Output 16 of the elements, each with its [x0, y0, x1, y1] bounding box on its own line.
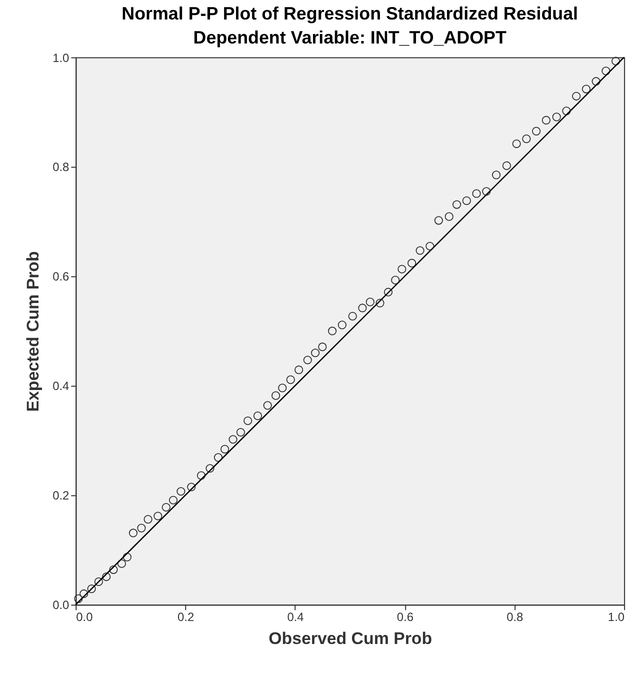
chart-title: Normal P-P Plot of Regression Standardized Residual — [122, 3, 578, 24]
y-axis-title: Expected Cum Prob — [24, 251, 43, 412]
x-axis-title: Observed Cum Prob — [268, 629, 432, 648]
y-tick-label: 0.0 — [52, 598, 70, 612]
y-tick-label: 0.6 — [52, 270, 70, 284]
y-tick-label: 0.8 — [52, 160, 70, 174]
x-tick-label: 0.8 — [506, 610, 524, 624]
y-tick-label: 0.2 — [52, 488, 70, 503]
x-tick-label: 0.2 — [178, 610, 194, 624]
chart-subtitle: Dependent Variable: INT_TO_ADOPT — [193, 27, 506, 48]
x-tick-label: 0.6 — [396, 610, 414, 624]
y-tick-label: 0.4 — [52, 379, 70, 394]
y-tick-label: 1.0 — [52, 50, 70, 65]
x-tick-label: 0.4 — [287, 610, 304, 624]
x-tick-label: 0.0 — [76, 610, 94, 624]
x-tick-label: 1.0 — [608, 610, 625, 624]
